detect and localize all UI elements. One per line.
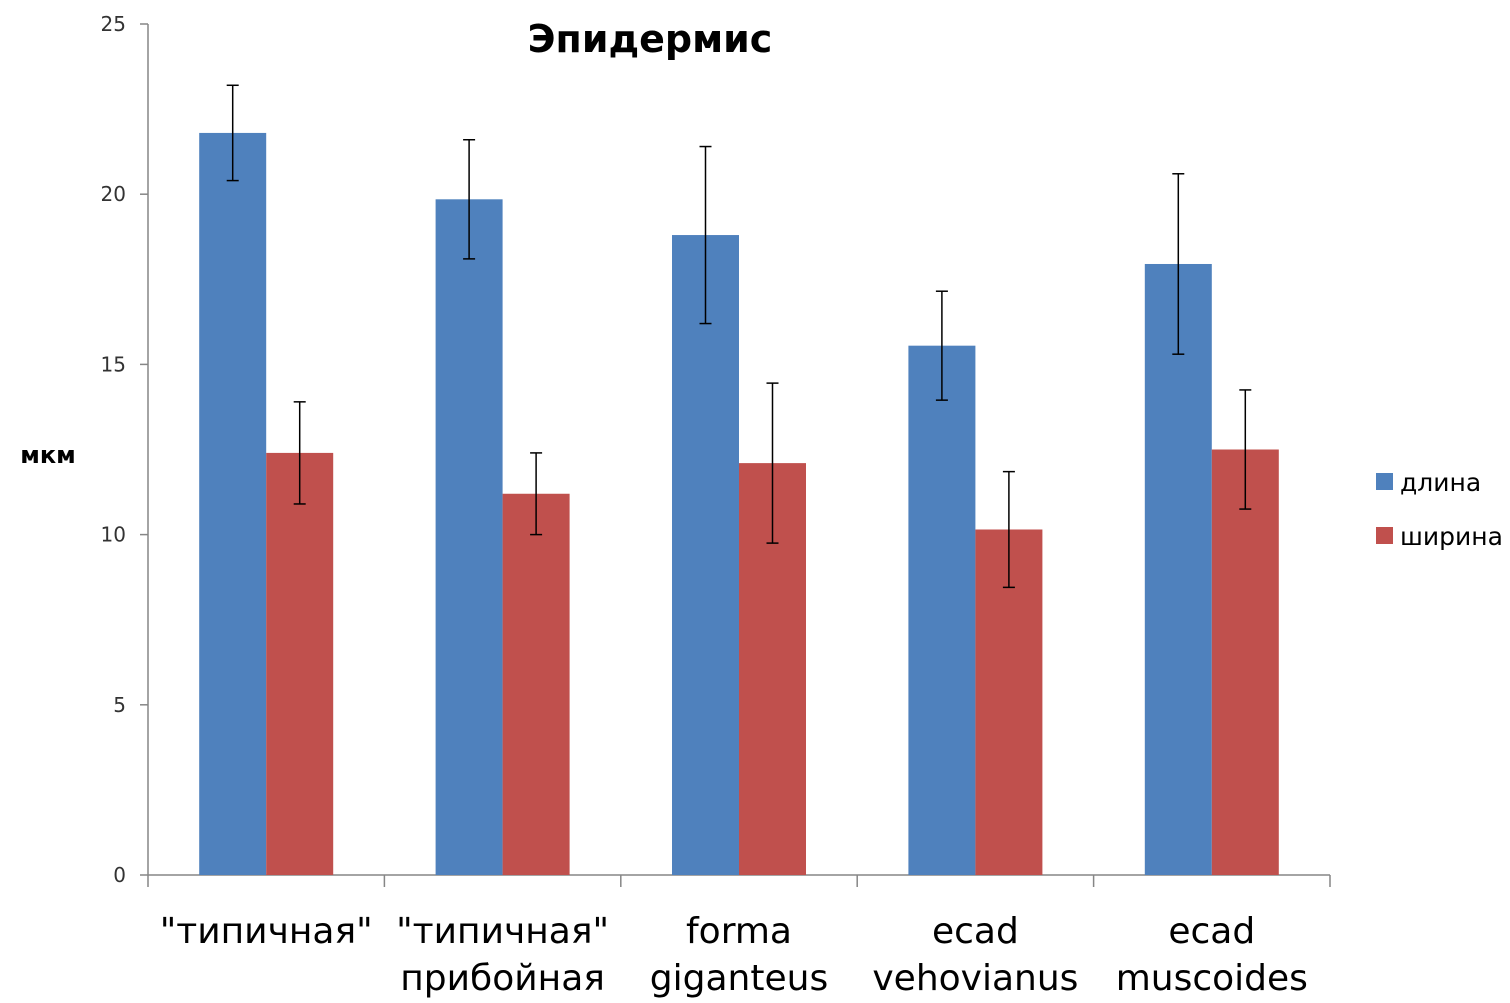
legend-swatch — [1376, 473, 1393, 490]
legend: длина ширина — [1376, 468, 1503, 551]
error-bar — [293, 401, 306, 505]
bar-dlina — [435, 199, 503, 875]
legend-swatch — [1376, 527, 1393, 544]
error-bar — [1002, 470, 1015, 589]
error-bar — [530, 452, 543, 536]
legend-label: ширина — [1400, 522, 1503, 551]
error-bar — [699, 145, 712, 325]
x-category-label: "типичная" — [160, 911, 373, 952]
x-category-label: прибойная — [400, 958, 605, 999]
y-tick-label: 15 — [101, 352, 126, 376]
y-axis-label: мкм — [20, 441, 76, 469]
error-bar — [226, 84, 239, 182]
x-category-label: giganteus — [650, 958, 828, 999]
error-bar — [1172, 173, 1185, 355]
bar-dlina — [1144, 263, 1212, 875]
error-bar — [766, 382, 779, 544]
legend-label: длина — [1400, 468, 1481, 497]
y-tick-label: 20 — [101, 182, 126, 206]
error-bar — [463, 138, 476, 260]
bar-shirina — [266, 452, 334, 875]
bar-shirina — [1211, 449, 1279, 875]
error-bar — [935, 290, 948, 401]
x-category-label: ecad — [932, 911, 1019, 952]
x-category-label: muscoides — [1116, 958, 1308, 999]
bar-shirina — [502, 493, 570, 875]
x-category-label: vehovianus — [872, 958, 1078, 999]
y-tick-label: 25 — [101, 12, 126, 36]
x-category-label: forma — [686, 911, 792, 952]
y-tick-label: 0 — [113, 863, 126, 887]
chart-title: Эпидермис — [528, 17, 773, 61]
x-category-label: "типичная" — [396, 911, 609, 952]
bar-dlina — [908, 345, 976, 876]
y-tick-label: 10 — [101, 523, 126, 547]
error-bar — [1239, 389, 1252, 510]
plot-area: 0 5 10 15 20 25 "типичная" "типичная" прибойная f… — [101, 12, 1331, 999]
x-category-label: ecad — [1168, 911, 1255, 952]
bar-dlina — [199, 132, 267, 876]
bar-dlina — [672, 235, 739, 876]
y-tick-label: 5 — [113, 693, 126, 717]
